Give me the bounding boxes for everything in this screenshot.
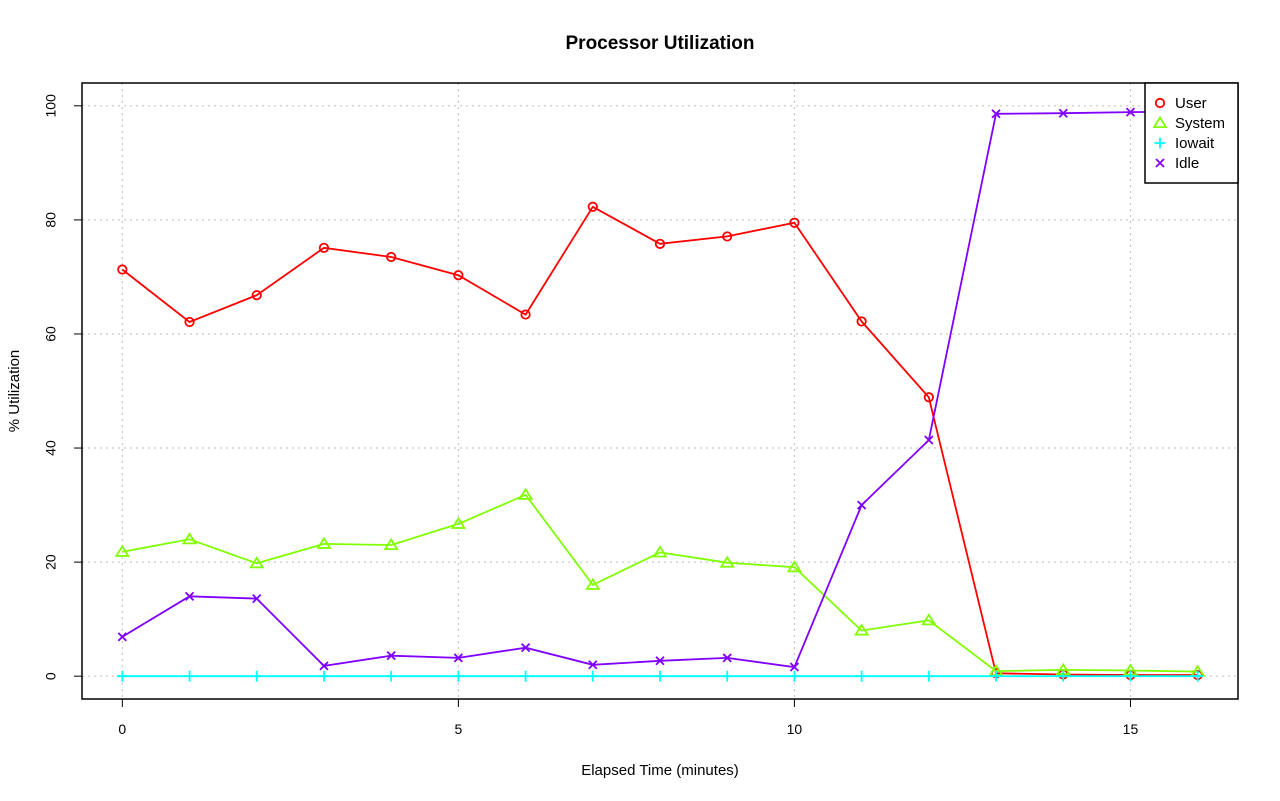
point-idle [453,653,463,663]
point-idle [857,500,867,510]
point-idle [184,591,195,601]
point-idle [520,643,531,653]
y-tick-label: 0 [43,672,59,680]
point-idle [252,593,262,604]
point-iowait [251,670,263,682]
point-idle [588,660,598,670]
point-system [114,544,130,557]
point-system [719,555,735,568]
y-tick-label: 40 [43,440,59,456]
chart-title: Processor Utilization [566,33,755,54]
point-system [786,560,803,573]
legend-marker-user [1154,97,1166,109]
point-iowait [1192,670,1204,682]
point-iowait [1057,670,1069,682]
point-system [316,536,332,549]
point-system [517,487,534,500]
y-tick-label: 100 [43,94,59,118]
series-line-user [121,205,1198,676]
point-idle [924,435,934,445]
point-idle [117,632,127,642]
point-user [856,316,867,327]
point-idle [319,661,329,671]
point-system [181,532,198,545]
series-idle [117,106,1203,672]
point-user [520,309,531,320]
x-tick-label: 0 [118,721,126,737]
point-system [585,577,601,590]
point-user [386,251,397,263]
point-iowait [116,670,128,682]
legend-label-system: System [1175,115,1225,132]
y-tick-label: 20 [43,554,59,570]
point-idle [1058,108,1068,118]
legend-marker-iowait [1154,137,1166,149]
x-tick-label: 15 [1123,721,1139,737]
point-user [184,316,195,328]
x-tick-label: 5 [454,721,462,737]
point-iowait [923,670,935,682]
point-system [450,516,467,529]
point-user [117,264,128,275]
x-tick-label: 10 [787,721,803,737]
point-iowait [385,670,397,682]
point-user [654,238,666,249]
series-line-system [122,493,1198,673]
point-iowait [856,670,868,682]
legend: User System Iowait Idle [1144,82,1239,184]
series-system [114,487,1206,677]
point-user [318,242,330,253]
y-tick-label: 80 [43,212,59,228]
point-idle [789,662,800,672]
legend-label-idle: Idle [1175,155,1199,172]
point-user [789,217,800,228]
legend-label-user: User [1175,95,1207,112]
point-system [853,623,870,636]
point-iowait [654,670,666,682]
series-iowait [116,670,1204,682]
point-idle [386,651,396,661]
x-axis: 0 5 10 15 [118,698,1139,737]
point-user [453,270,464,281]
point-iowait [184,670,195,682]
point-system [652,545,668,558]
point-idle [991,109,1001,119]
y-axis-label: % Utilization [6,350,23,433]
point-system [921,613,937,626]
point-iowait [520,670,532,682]
point-iowait [788,670,800,682]
point-idle [655,656,665,666]
y-tick-label: 60 [43,326,59,342]
point-user [923,392,934,403]
series-line-idle [121,110,1198,669]
series-user [117,201,1203,681]
point-iowait [318,670,330,682]
point-idle [1125,107,1136,117]
point-iowait [990,670,1002,682]
y-axis: 0 20 40 60 80 100 [43,94,82,680]
point-user [722,231,733,242]
grid [82,83,1238,699]
point-user [251,290,262,301]
point-iowait [721,670,733,682]
legend-marker-idle [1155,158,1165,168]
x-axis-label: Elapsed Time (minutes) [581,762,739,779]
point-iowait [1125,670,1136,682]
legend-marker-system [1152,115,1168,128]
point-iowait [452,670,464,682]
point-system [383,537,399,550]
series-layer [114,106,1206,682]
point-user [587,201,598,212]
point-system [249,556,265,569]
legend-label-iowait: Iowait [1175,135,1215,152]
plot-frame [81,82,1239,700]
point-iowait [587,670,599,682]
point-idle [722,653,732,663]
